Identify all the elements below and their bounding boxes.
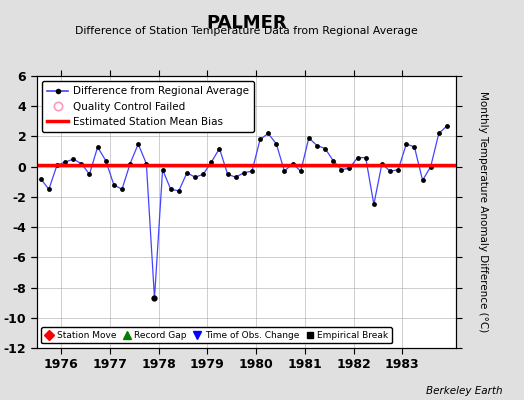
Y-axis label: Monthly Temperature Anomaly Difference (°C): Monthly Temperature Anomaly Difference (…: [478, 91, 488, 333]
Text: Difference of Station Temperature Data from Regional Average: Difference of Station Temperature Data f…: [75, 26, 418, 36]
Text: Berkeley Earth: Berkeley Earth: [427, 386, 503, 396]
Text: PALMER: PALMER: [206, 14, 287, 32]
Legend: Station Move, Record Gap, Time of Obs. Change, Empirical Break: Station Move, Record Gap, Time of Obs. C…: [41, 327, 392, 344]
